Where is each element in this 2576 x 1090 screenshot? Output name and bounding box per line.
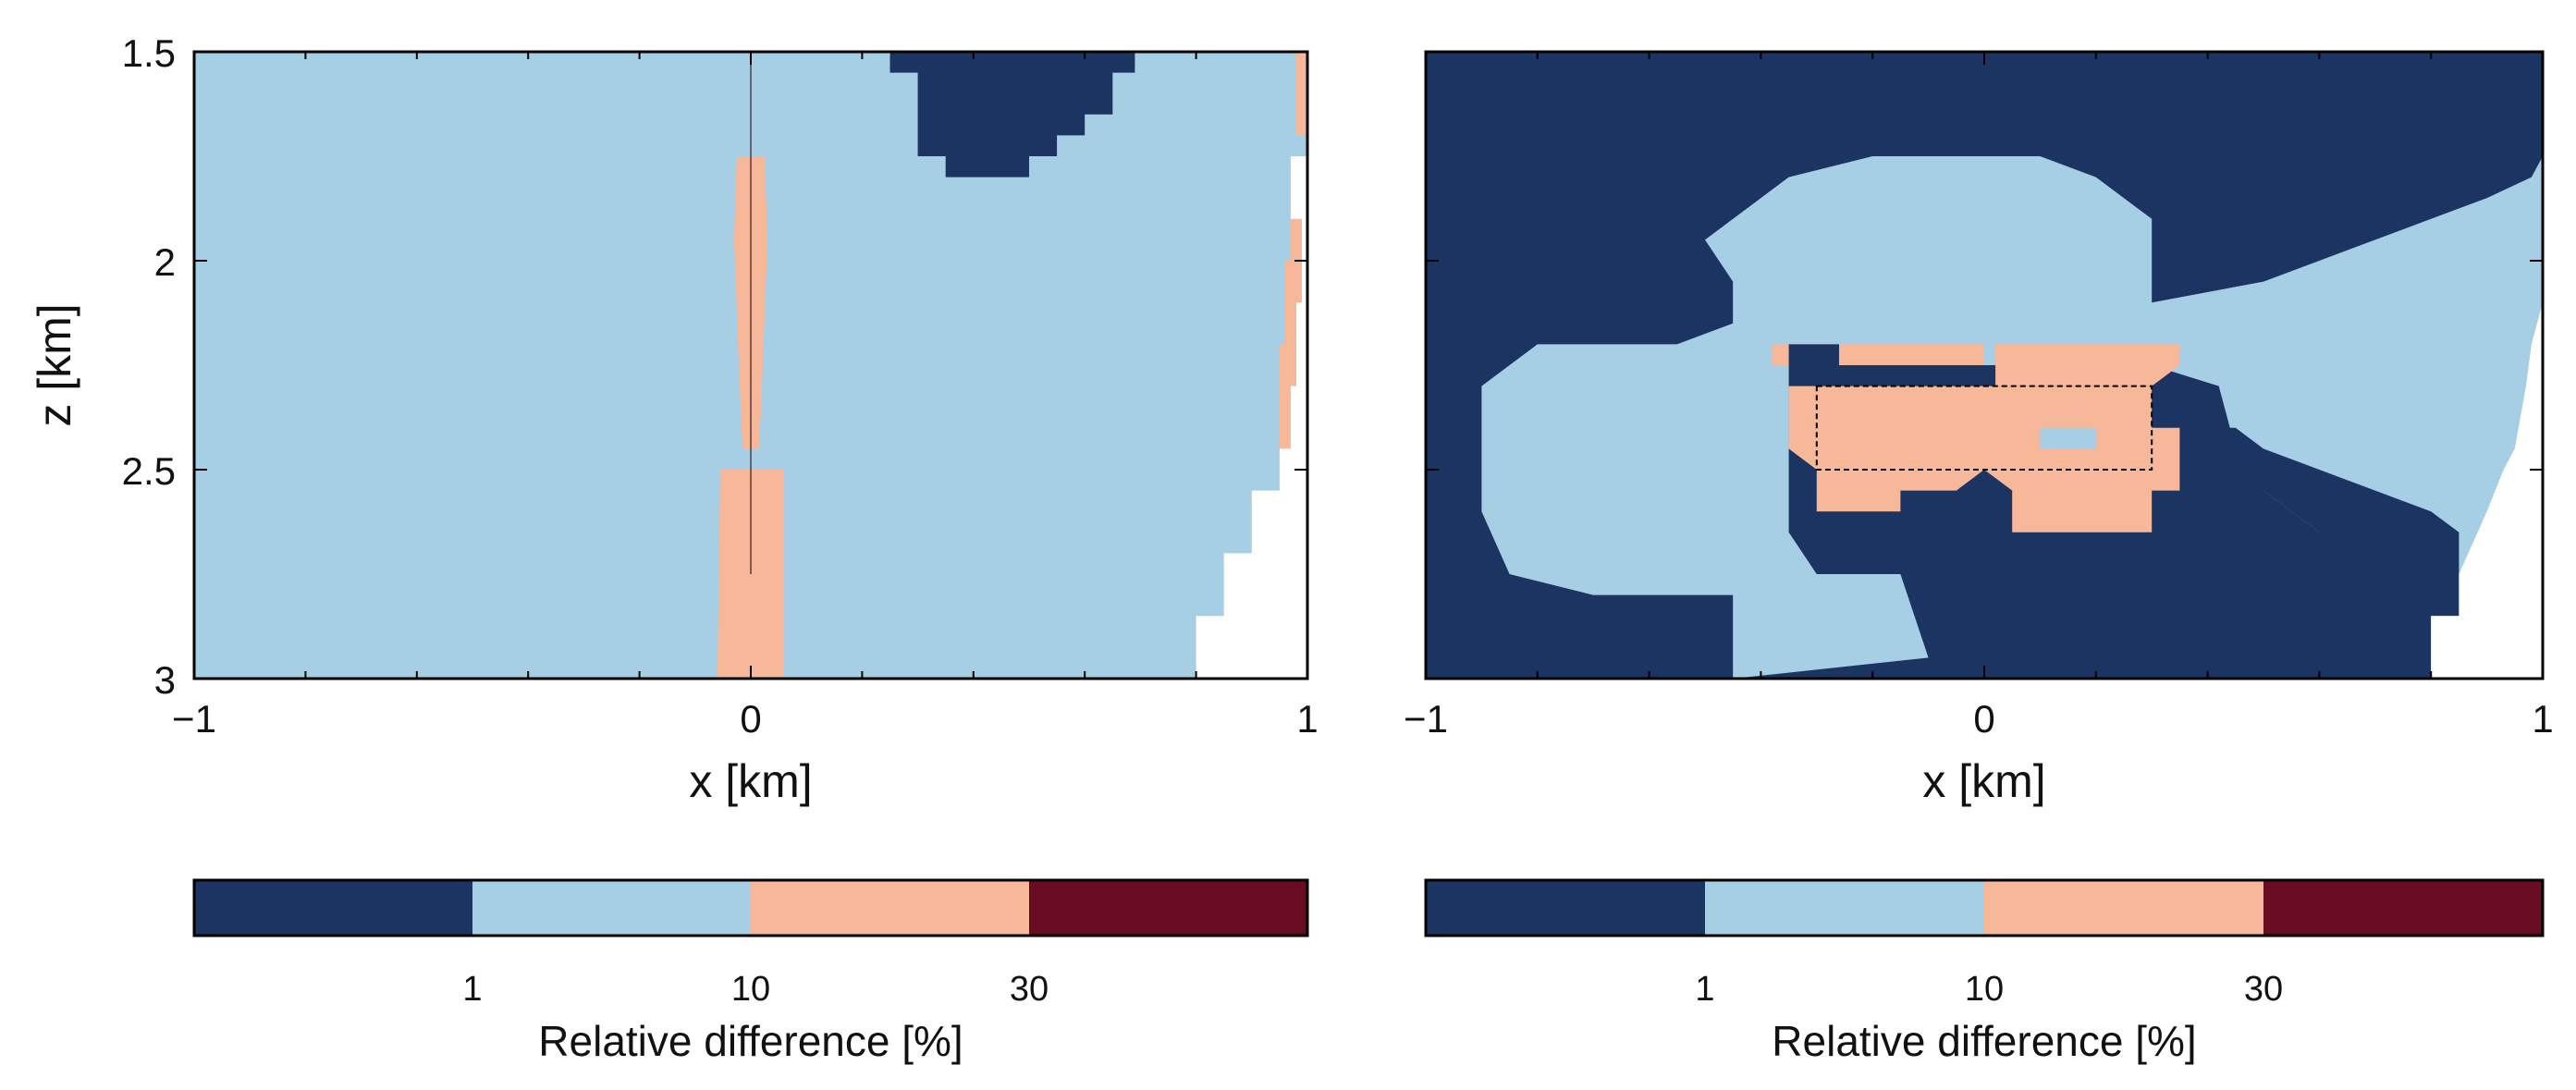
right-no-data-region bbox=[2431, 302, 2543, 679]
left-heatmap bbox=[194, 52, 1307, 679]
left-ytick-label-1.5: 1.5 bbox=[122, 31, 176, 75]
right-panel: −1 0 1 x [km] bbox=[1404, 50, 2554, 807]
right-colorbar-label: Relative difference [%] bbox=[1772, 1017, 2196, 1065]
right-xtick-label-1: 1 bbox=[2532, 697, 2553, 741]
left-colorbar-frame bbox=[192, 878, 1309, 937]
right-colorbar-tick-10: 10 bbox=[1965, 970, 2004, 1009]
left-ytick-label-2: 2 bbox=[154, 240, 176, 284]
left-xtick-label-neg1: −1 bbox=[172, 697, 216, 741]
right-region-2 bbox=[1995, 344, 2180, 386]
left-colorbar-segment-2 bbox=[751, 880, 1030, 936]
right-colorbar-segment-1 bbox=[1705, 880, 1985, 936]
left-ytick-label-2.5: 2.5 bbox=[122, 449, 176, 493]
right-region-3 bbox=[1788, 386, 2180, 533]
right-region-6 bbox=[2040, 427, 2096, 449]
right-tick-marks bbox=[1425, 51, 2544, 680]
right-heatmap bbox=[1426, 52, 2543, 679]
right-colorbar: 1 10 30 Relative difference [%] bbox=[1424, 878, 2545, 1065]
left-region-0 bbox=[889, 52, 1135, 178]
left-colorbar-tick-1: 1 bbox=[462, 970, 482, 1009]
right-colorbar-tick-1: 1 bbox=[1695, 970, 1714, 1009]
left-colorbar-tick-10: 10 bbox=[731, 970, 770, 1009]
right-colorbar-segment-0 bbox=[1426, 880, 1706, 936]
left-colorbar-tick-30: 30 bbox=[1010, 970, 1049, 1009]
right-xtick-label-neg1: −1 bbox=[1404, 697, 1448, 741]
left-x-axis-label: x [km] bbox=[689, 755, 812, 807]
right-xtick-label-0: 0 bbox=[1973, 697, 1994, 741]
left-colorbar-segment-3 bbox=[1029, 880, 1308, 936]
right-x-axis-label: x [km] bbox=[1922, 755, 2045, 807]
left-panel: 1.5 2 2.5 3 −1 0 1 x [km] z [km] bbox=[29, 31, 1319, 807]
left-region-3 bbox=[1296, 52, 1307, 136]
left-tick-marks bbox=[193, 51, 1308, 680]
left-colorbar-segment-0 bbox=[194, 880, 473, 936]
right-region-5 bbox=[2207, 427, 2459, 595]
left-ytick-label-3: 3 bbox=[154, 658, 176, 702]
right-dashed-target-box bbox=[1815, 385, 2153, 472]
left-no-data-region bbox=[1196, 156, 1307, 679]
right-colorbar-segment-2 bbox=[1984, 880, 2264, 936]
right-region-0 bbox=[1481, 156, 2543, 679]
right-colorbar-frame bbox=[1424, 878, 2545, 937]
right-colorbar-tick-30: 30 bbox=[2244, 970, 2283, 1009]
left-colorbar-label: Relative difference [%] bbox=[538, 1017, 963, 1065]
left-region-4 bbox=[1279, 218, 1302, 449]
right-region-4 bbox=[1788, 344, 1839, 365]
right-colorbar-segment-3 bbox=[2263, 880, 2544, 936]
left-xtick-label-1: 1 bbox=[1296, 697, 1318, 741]
left-colorbar: 1 10 30 Relative difference [%] bbox=[192, 878, 1309, 1065]
left-y-axis-label: z [km] bbox=[29, 303, 80, 426]
left-colorbar-segment-1 bbox=[472, 880, 752, 936]
left-xtick-label-0: 0 bbox=[740, 697, 761, 741]
